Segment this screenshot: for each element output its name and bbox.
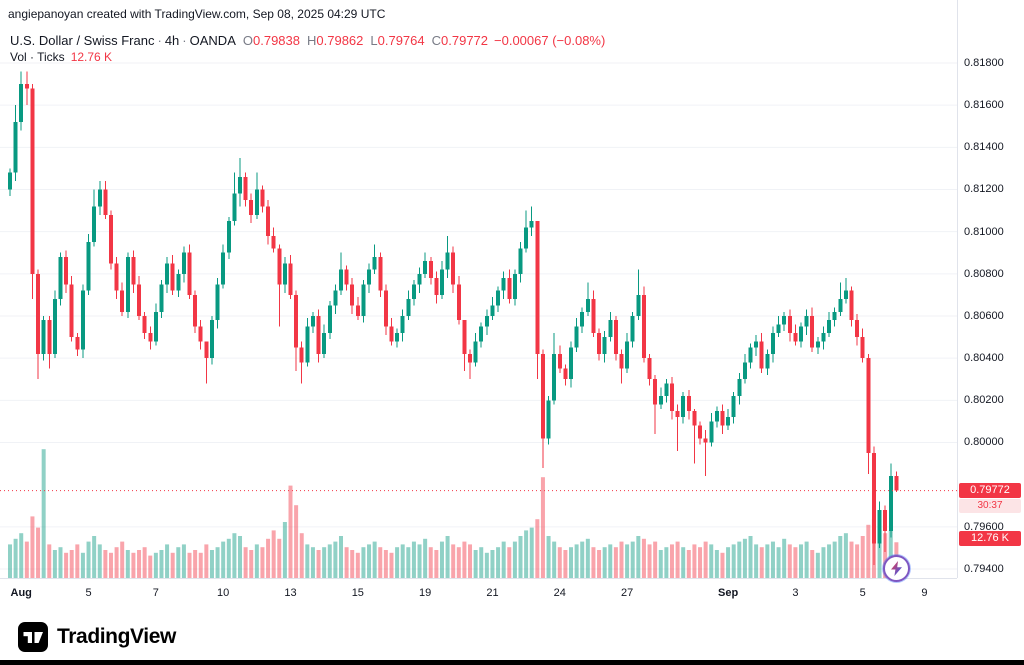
price-tick-label: 0.80800 (964, 267, 1004, 280)
interval-label[interactable]: 4h (164, 33, 180, 48)
price-tick-label: 0.80200 (964, 394, 1004, 407)
time-tick-label: 3 (792, 587, 799, 599)
time-tick-label: 24 (553, 587, 566, 599)
bar-countdown: 30:37 (959, 499, 1021, 513)
attribution-text: angiepanoyan created with TradingView.co… (8, 7, 386, 21)
tradingview-logo-icon (18, 622, 48, 652)
symbol-title[interactable]: U.S. Dollar / Swiss Franc (10, 33, 155, 48)
volume-value-badge: 12.76 K (959, 531, 1021, 546)
instant-trading-button[interactable] (883, 555, 910, 582)
volume-legend[interactable]: Vol · Ticks 12.76 K (10, 50, 112, 64)
open-letter: O (242, 33, 253, 48)
low-value: 0.79764 (377, 33, 425, 48)
time-tick-label: 21 (486, 587, 499, 599)
time-tick-label: 15 (351, 587, 364, 599)
open-value: 0.79838 (253, 33, 300, 48)
time-tick-label: 19 (419, 587, 432, 599)
exchange-label: OANDA (189, 33, 236, 48)
price-tick-label: 0.81000 (964, 225, 1004, 238)
time-tick-label: 13 (284, 587, 297, 599)
price-tick-label: 0.79400 (964, 562, 1004, 575)
high-value: 0.79862 (316, 33, 364, 48)
close-value: 0.79772 (441, 33, 489, 48)
bottom-black-strip (0, 660, 1024, 665)
change-value: −0.00067 (−0.08%) (494, 33, 606, 48)
time-axis[interactable]: Aug 5 7 10 13 15 19 21 24 27 Sep 3 5 9 (0, 578, 957, 614)
last-price-badge: 0.79772 (959, 483, 1021, 498)
time-tick-label: 5 (859, 587, 866, 599)
grid-layer (0, 62, 957, 570)
price-tick-label: 0.81800 (964, 57, 1004, 69)
legend-separator: · (157, 33, 162, 48)
time-tick-label: Aug (10, 587, 32, 599)
time-tick-label: Sep (717, 587, 739, 599)
low-letter: L (370, 33, 378, 48)
price-tick-label: 0.81200 (964, 183, 1004, 196)
price-tick-label: 0.80000 (964, 436, 1004, 449)
volume-study-label[interactable]: Vol · Ticks (10, 50, 65, 64)
time-tick-label: 9 (921, 587, 928, 599)
price-tick-label: 0.80400 (964, 352, 1004, 365)
lightning-icon (891, 561, 902, 576)
time-tick-label: 5 (85, 587, 92, 599)
time-tick-label: 27 (620, 587, 634, 599)
high-letter: H (307, 33, 317, 48)
time-tick-label: 7 (152, 587, 159, 599)
volume-layer (8, 449, 899, 578)
volume-study-value: 12.76 K (70, 50, 113, 64)
close-letter: C (431, 33, 442, 48)
price-tick-label: 0.81400 (964, 141, 1004, 154)
symbol-legend[interactable]: U.S. Dollar / Swiss Franc · 4h · OANDA O0.798… (10, 33, 605, 48)
price-tick-label: 0.80600 (964, 309, 1004, 322)
price-tick-label: 0.81600 (964, 99, 1004, 112)
chart-pane[interactable] (0, 0, 957, 578)
price-tick-label: 0.79600 (964, 520, 1004, 533)
legend-separator: · (182, 33, 187, 48)
footer-branding[interactable]: TradingView (18, 620, 176, 654)
price-axis[interactable]: 0.81800 0.81600 0.81400 0.81200 0.81000 0.808… (957, 0, 1024, 578)
time-tick-label: 10 (217, 587, 230, 599)
candles-layer (8, 71, 899, 565)
tradingview-brand-text: TradingView (57, 625, 176, 648)
chart-svg[interactable] (0, 0, 957, 578)
